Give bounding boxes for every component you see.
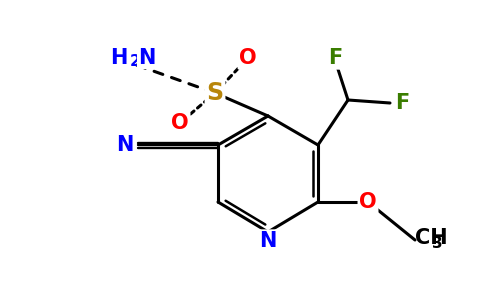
Text: O: O xyxy=(171,113,189,133)
Text: F: F xyxy=(328,48,342,68)
Text: F: F xyxy=(395,93,409,113)
Text: N: N xyxy=(138,48,155,68)
Text: O: O xyxy=(239,48,257,68)
Text: 2: 2 xyxy=(130,55,141,70)
Text: O: O xyxy=(359,192,377,212)
Text: N: N xyxy=(116,135,133,155)
Text: CH: CH xyxy=(415,228,448,248)
Text: N: N xyxy=(259,231,277,251)
Text: 3: 3 xyxy=(432,236,443,251)
Text: H: H xyxy=(111,48,128,68)
Text: S: S xyxy=(207,81,224,105)
